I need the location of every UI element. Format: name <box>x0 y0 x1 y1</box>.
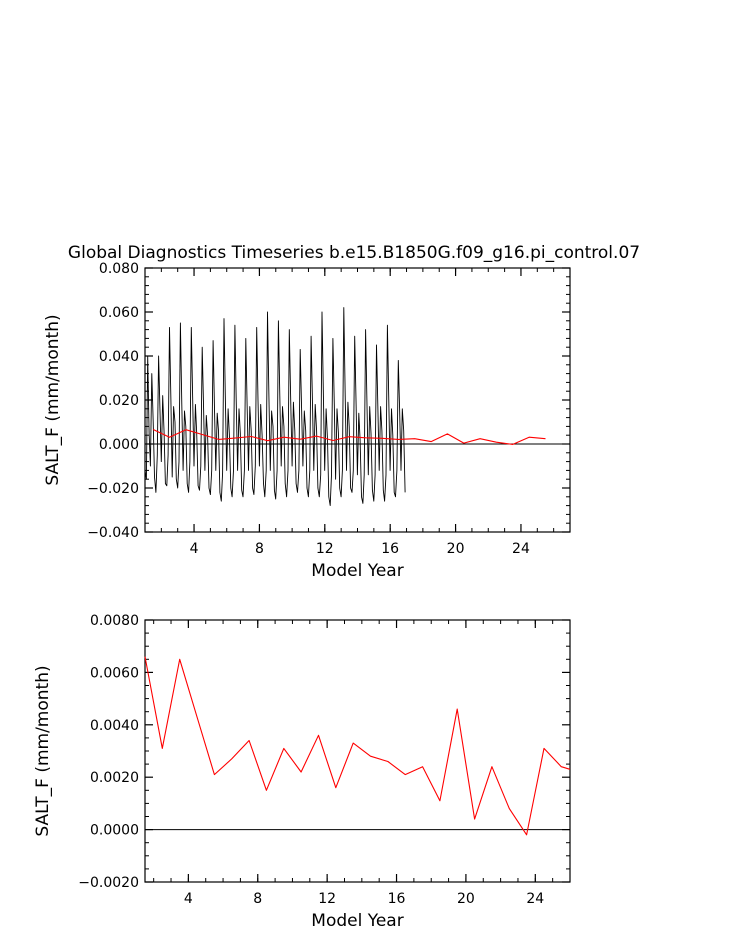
x-tick-label: 4 <box>190 541 199 557</box>
y-axis-label: SALT_F (mm/month) <box>33 665 53 836</box>
x-axis-label: Model Year <box>311 561 403 581</box>
x-tick-label: 8 <box>255 541 264 557</box>
x-tick-label: 20 <box>457 891 475 907</box>
x-tick-label: 12 <box>316 541 334 557</box>
annual-series-line <box>152 429 546 445</box>
chart-title: Global Diagnostics Timeseries b.e15.B185… <box>68 243 640 263</box>
x-tick-label: 4 <box>184 891 193 907</box>
y-tick-label: −0.020 <box>87 481 139 497</box>
y-tick-label: −0.0020 <box>78 875 139 891</box>
y-tick-label: 0.080 <box>99 261 139 277</box>
x-tick-label: 20 <box>447 541 465 557</box>
y-tick-label: 0.060 <box>99 305 139 321</box>
plot-frame <box>144 267 571 533</box>
y-tick-label: 0.0060 <box>90 665 139 681</box>
annual-series-line <box>144 656 571 836</box>
x-tick-label: 16 <box>381 541 399 557</box>
chart-panel-bottom: 4 8 12 16 20 24 −0.0020 0.0000 0.0020 0.0040 0.006… <box>33 613 571 931</box>
y-axis-label: SALT_F (mm/month) <box>43 314 63 485</box>
x-tick-label: 16 <box>388 891 406 907</box>
y-tick-label: 0.0040 <box>90 718 139 734</box>
x-tick-label: 12 <box>318 891 336 907</box>
plot-frame <box>144 619 571 883</box>
y-tick-label: 0.0020 <box>90 770 139 786</box>
y-tick-label: 0.0000 <box>90 823 139 839</box>
x-tick-label: 24 <box>512 541 530 557</box>
monthly-series-line <box>144 307 406 507</box>
y-tick-label: 0.000 <box>99 437 139 453</box>
x-axis-label: Model Year <box>311 911 403 931</box>
chart-panel-top: 4 8 12 16 20 24 −0.040 −0.020 0.000 0.020 0.040 0.0… <box>43 261 571 581</box>
y-tick-label: 0.040 <box>99 349 139 365</box>
x-tick-label: 24 <box>526 891 544 907</box>
y-tick-label: 0.0080 <box>90 613 139 629</box>
y-tick-label: −0.040 <box>87 525 139 541</box>
x-tick-label: 8 <box>253 891 262 907</box>
y-tick-label: 0.020 <box>99 393 139 409</box>
